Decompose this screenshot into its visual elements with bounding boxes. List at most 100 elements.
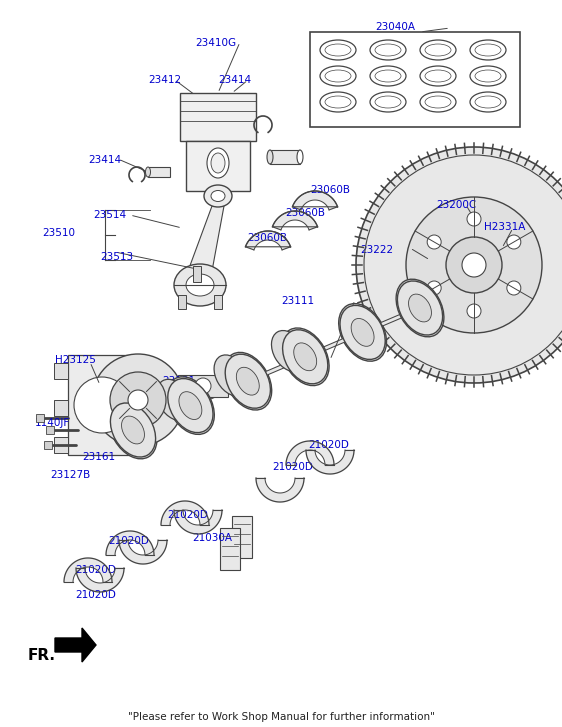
Text: 25320: 25320 — [115, 400, 148, 410]
Ellipse shape — [396, 279, 444, 337]
Bar — [310, 32, 520, 127]
Polygon shape — [174, 510, 222, 534]
Ellipse shape — [339, 304, 387, 361]
Polygon shape — [286, 441, 334, 465]
Ellipse shape — [214, 355, 248, 396]
Text: 21020D: 21020D — [75, 590, 116, 600]
Bar — [148, 167, 170, 177]
Polygon shape — [188, 206, 224, 271]
Polygon shape — [55, 628, 96, 662]
Ellipse shape — [207, 148, 229, 178]
Circle shape — [128, 390, 148, 410]
Text: 23060B: 23060B — [310, 185, 350, 195]
Ellipse shape — [237, 367, 259, 395]
Circle shape — [110, 372, 166, 428]
Text: 21020D: 21020D — [75, 565, 116, 575]
Ellipse shape — [225, 354, 270, 409]
Polygon shape — [246, 231, 291, 250]
Ellipse shape — [121, 415, 146, 445]
Circle shape — [467, 304, 481, 318]
Ellipse shape — [283, 330, 328, 384]
Polygon shape — [64, 558, 112, 582]
Polygon shape — [306, 450, 354, 474]
Circle shape — [467, 212, 481, 226]
Text: 23414: 23414 — [218, 75, 251, 85]
Bar — [54, 400, 68, 416]
Text: 23514: 23514 — [93, 210, 126, 220]
Ellipse shape — [282, 328, 329, 385]
Ellipse shape — [179, 392, 202, 419]
Ellipse shape — [294, 343, 316, 371]
Text: 21020D: 21020D — [108, 536, 149, 546]
Circle shape — [427, 235, 441, 249]
Ellipse shape — [351, 318, 374, 346]
Text: 23060B: 23060B — [285, 208, 325, 218]
Bar — [54, 437, 68, 453]
Text: 23414: 23414 — [88, 155, 121, 165]
Text: H2331A: H2331A — [484, 222, 525, 232]
Text: 23200C: 23200C — [436, 200, 476, 210]
Text: 1140JF: 1140JF — [35, 418, 70, 428]
Ellipse shape — [186, 274, 214, 296]
Circle shape — [427, 281, 441, 295]
Circle shape — [406, 197, 542, 333]
Text: 23040A: 23040A — [375, 22, 415, 32]
Text: 23161: 23161 — [82, 452, 115, 462]
Ellipse shape — [211, 190, 225, 201]
Bar — [270, 150, 300, 164]
Text: 23127B: 23127B — [50, 470, 90, 480]
Bar — [220, 528, 240, 570]
Text: 23410G: 23410G — [195, 38, 236, 48]
Ellipse shape — [267, 150, 273, 164]
Text: 23412: 23412 — [148, 75, 181, 85]
Ellipse shape — [204, 185, 232, 207]
Polygon shape — [119, 540, 167, 564]
Text: 23060B: 23060B — [247, 233, 287, 243]
Ellipse shape — [157, 379, 191, 420]
Ellipse shape — [211, 153, 225, 173]
Ellipse shape — [235, 366, 260, 396]
Ellipse shape — [340, 305, 385, 359]
Bar — [178, 295, 186, 309]
Text: 23222: 23222 — [360, 245, 393, 255]
Polygon shape — [292, 191, 338, 210]
Ellipse shape — [174, 264, 226, 306]
Bar — [186, 141, 250, 191]
Text: 21020D: 21020D — [308, 440, 349, 450]
Ellipse shape — [166, 377, 214, 435]
Ellipse shape — [224, 353, 271, 410]
Ellipse shape — [407, 293, 432, 323]
Text: 23111: 23111 — [281, 296, 314, 306]
Circle shape — [507, 235, 521, 249]
Ellipse shape — [271, 331, 306, 371]
Polygon shape — [256, 478, 304, 502]
Bar — [54, 363, 68, 379]
Bar — [180, 93, 256, 141]
Text: "Please refer to Work Shop Manual for further information": "Please refer to Work Shop Manual for fu… — [128, 712, 434, 722]
Bar — [193, 266, 201, 282]
Ellipse shape — [397, 281, 443, 335]
Bar — [68, 355, 136, 455]
Ellipse shape — [409, 294, 432, 322]
Ellipse shape — [168, 379, 213, 433]
Circle shape — [462, 253, 486, 277]
Circle shape — [74, 377, 130, 433]
Ellipse shape — [350, 318, 375, 348]
Polygon shape — [273, 211, 318, 230]
Ellipse shape — [146, 167, 151, 177]
Circle shape — [446, 237, 502, 293]
Text: 23513: 23513 — [100, 252, 133, 262]
Bar — [46, 426, 54, 434]
Text: 21020D: 21020D — [167, 510, 208, 520]
Circle shape — [356, 147, 562, 383]
Text: FR.: FR. — [28, 648, 56, 663]
Polygon shape — [161, 501, 209, 525]
Ellipse shape — [109, 401, 157, 459]
Text: 23131: 23131 — [162, 376, 195, 386]
Text: 21020D: 21020D — [272, 462, 313, 472]
Bar — [232, 516, 252, 558]
Bar — [214, 295, 222, 309]
Bar — [44, 441, 52, 449]
Circle shape — [195, 378, 211, 394]
Circle shape — [92, 354, 184, 446]
